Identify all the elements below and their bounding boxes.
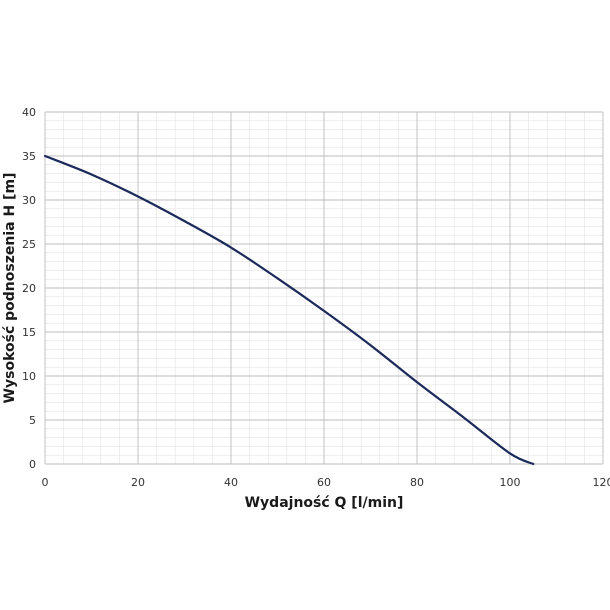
x-tick-labels: 0 20 40 60 80 100 120	[42, 476, 610, 489]
y-tick-label: 40	[22, 106, 36, 119]
y-axis-title: Wysokość podnoszenia H [m]	[2, 173, 18, 404]
x-tick-label: 80	[410, 476, 424, 489]
x-tick-label: 0	[42, 476, 49, 489]
y-tick-label: 0	[29, 458, 36, 471]
x-tick-label: 60	[317, 476, 331, 489]
y-tick-label: 35	[22, 150, 36, 163]
series-line	[43, 154, 535, 466]
y-tick-label: 30	[22, 194, 36, 207]
y-tick-label: 25	[22, 238, 36, 251]
x-tick-label: 120	[593, 476, 610, 489]
x-tick-label: 100	[500, 476, 521, 489]
y-tick-label: 10	[22, 370, 36, 383]
x-tick-label: 40	[224, 476, 238, 489]
x-tick-label: 20	[131, 476, 145, 489]
y-tick-labels: 0 5 10 15 20 25 30 35 40	[22, 106, 36, 471]
y-tick-label: 5	[29, 414, 36, 427]
x-axis-title: Wydajność Q [l/min]	[245, 495, 404, 511]
series-layer	[43, 154, 535, 466]
major-grid	[44, 111, 604, 465]
y-tick-label: 15	[22, 326, 36, 339]
y-tick-label: 20	[22, 282, 36, 295]
